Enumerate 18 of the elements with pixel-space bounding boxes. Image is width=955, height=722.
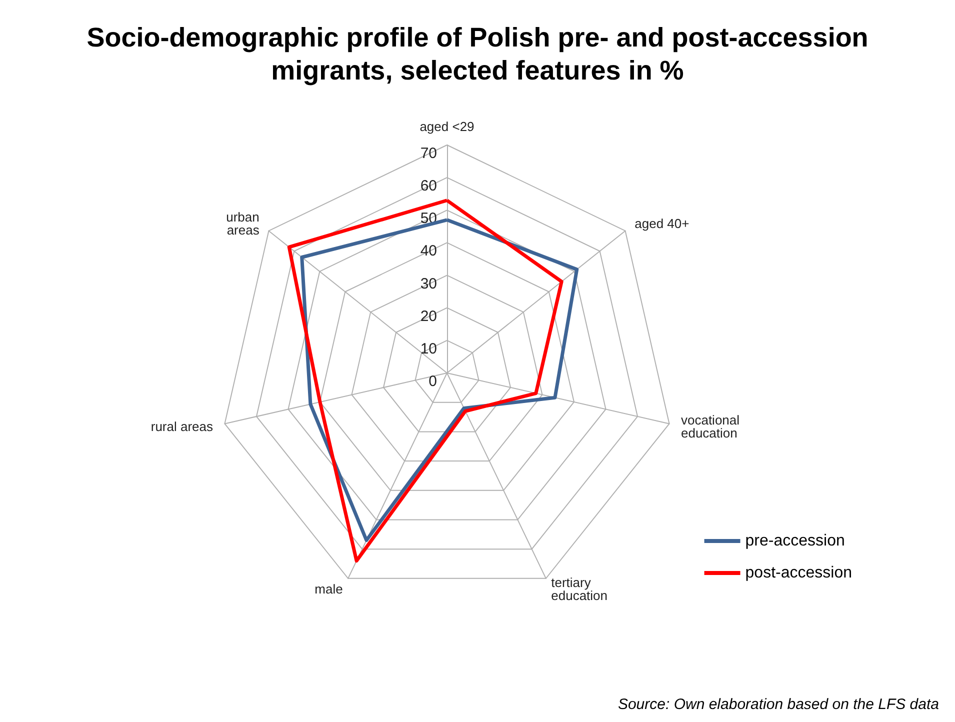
- y-tick-label: 10: [420, 340, 437, 358]
- y-tick-label: 40: [420, 242, 437, 260]
- chart-title: Socio-demographic profile of Polish pre- and post-accession migrants, selected features in %: [86, 22, 868, 86]
- y-tick-label: 60: [420, 178, 437, 195]
- y-tick-label: 0: [428, 373, 437, 390]
- source-note: Source: Own elaboration based on the LFS data: [618, 696, 940, 713]
- y-tick-label: 70: [420, 145, 437, 162]
- spoke-label: male: [314, 582, 343, 597]
- y-tick-label: 30: [420, 275, 437, 292]
- spoke-label: vocational education: [680, 412, 740, 440]
- y-tick-label: 20: [420, 308, 437, 325]
- legend-label: pre-accession: [745, 532, 845, 550]
- spoke-label: aged <29: [420, 119, 474, 134]
- legend-label: post-accession: [745, 564, 852, 582]
- spoke-label: rural areas: [150, 418, 214, 434]
- spoke-label: tertiary education: [551, 575, 608, 604]
- spoke-label: aged 40+: [634, 216, 690, 231]
- spoke-label: urban areas: [226, 209, 260, 238]
